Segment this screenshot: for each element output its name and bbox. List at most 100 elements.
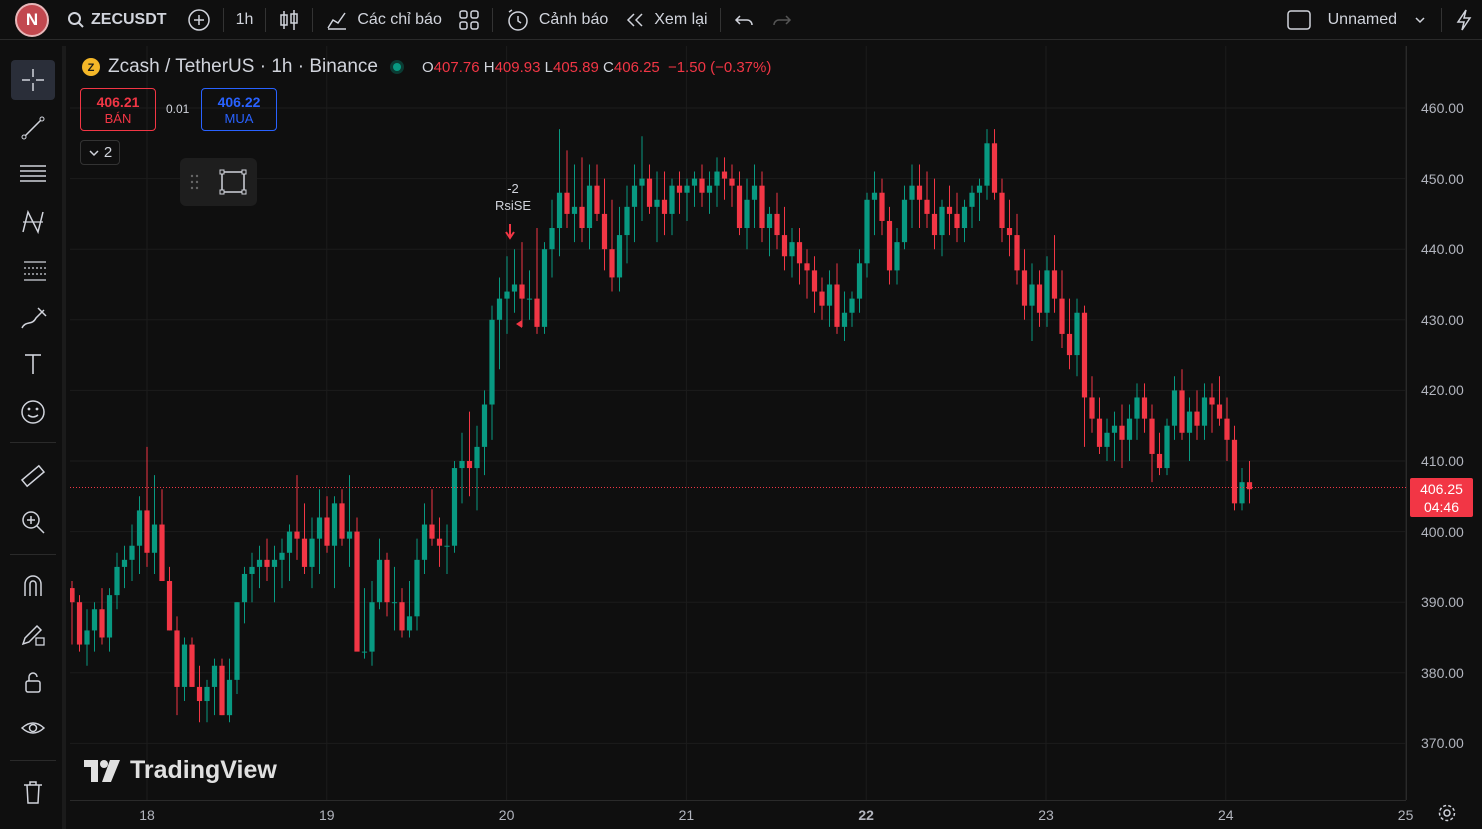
- separator: [10, 760, 56, 761]
- candle-body: [376, 559, 383, 603]
- candle-body: [684, 185, 690, 193]
- lock-drawings-pencil-tool[interactable]: [11, 614, 55, 654]
- price-tick-label: 390.00: [1421, 594, 1464, 611]
- candle-body: [204, 686, 210, 702]
- candle-body: [541, 249, 548, 327]
- signal-markers: [505, 224, 522, 328]
- candle-body: [436, 538, 443, 546]
- price-chart[interactable]: [70, 46, 1406, 800]
- candle-body: [459, 461, 465, 469]
- measure-tool[interactable]: [11, 456, 55, 496]
- fib-tool[interactable]: [11, 250, 55, 290]
- user-avatar[interactable]: N: [15, 2, 49, 37]
- sell-button[interactable]: 406.21 BÁN: [80, 88, 156, 131]
- avatar-letter: N: [25, 9, 39, 29]
- indicators-collapse-button[interactable]: 2: [80, 140, 120, 165]
- brush-icon: [21, 307, 47, 329]
- text-tool[interactable]: [11, 344, 55, 384]
- candle-body: [849, 298, 855, 313]
- candle-body: [1179, 390, 1185, 433]
- time-axis[interactable]: 18 19 20 21 22 23 24 25: [70, 800, 1413, 829]
- crosshair-tool[interactable]: [11, 60, 55, 100]
- compare-symbol-button[interactable]: [179, 0, 219, 40]
- low-label: L: [544, 58, 553, 76]
- search-icon: [68, 11, 84, 28]
- remove-drawings-tool[interactable]: [11, 772, 55, 812]
- indicators-icon: [327, 12, 347, 30]
- time-tick-label: 23: [1038, 807, 1054, 823]
- emoji-tool[interactable]: [11, 392, 55, 432]
- ruler-icon: [20, 464, 46, 488]
- candle-body: [714, 171, 720, 186]
- candle-body: [931, 213, 938, 236]
- chart-settings-button[interactable]: [1436, 802, 1458, 829]
- symbol-title[interactable]: Zcash / TetherUS · 1h · Binance: [108, 56, 378, 77]
- replay-label: Xem lại: [654, 10, 708, 28]
- alerts-button[interactable]: Cảnh báo: [497, 0, 616, 40]
- candle-body: [939, 206, 945, 236]
- redo-icon: [772, 14, 791, 25]
- separator: [312, 7, 314, 32]
- indicators-button[interactable]: Các chỉ báo: [317, 0, 450, 40]
- price-axis[interactable]: 460.00 450.00 440.00 430.00 420.00 410.00 400.…: [1406, 46, 1482, 800]
- tradingview-logo[interactable]: TradingView: [84, 756, 277, 785]
- lines-icon: [20, 165, 46, 182]
- replay-button[interactable]: Xem lại: [616, 0, 715, 40]
- interval-button[interactable]: 1h: [228, 0, 262, 40]
- candle-body: [76, 602, 83, 645]
- last-price-value: 406.25: [1420, 481, 1463, 497]
- candle-body: [804, 263, 810, 271]
- chart-type-button[interactable]: [270, 0, 308, 40]
- pattern-tool[interactable]: [11, 202, 55, 242]
- candle-body: [279, 552, 285, 560]
- candle-body: [1246, 482, 1253, 490]
- candle-body: [331, 503, 338, 546]
- candle-body: [256, 559, 263, 567]
- candle-body: [1126, 418, 1133, 440]
- layout-menu[interactable]: Unnamed: [1278, 0, 1437, 40]
- quick-search-button[interactable]: [1446, 0, 1482, 40]
- candle-body: [361, 651, 368, 653]
- sell-signal-arrow: [505, 224, 515, 240]
- candle-body: [70, 588, 75, 603]
- visibility-tool[interactable]: [11, 708, 55, 748]
- symbol-search[interactable]: ZECUSDT: [59, 0, 175, 40]
- candle-body: [1029, 284, 1035, 306]
- gear-icon: [1438, 804, 1456, 822]
- buy-button[interactable]: 406.22 MUA: [201, 88, 277, 131]
- candle-body: [466, 461, 473, 469]
- lock-tool[interactable]: [11, 662, 55, 702]
- magnet-tool[interactable]: [11, 566, 55, 606]
- candle-body: [414, 559, 420, 617]
- zoom-tool[interactable]: [11, 502, 55, 542]
- brush-tool[interactable]: [11, 298, 55, 338]
- undo-icon: [734, 14, 753, 25]
- time-tick-label: 22: [858, 807, 874, 823]
- candle-body: [1089, 397, 1095, 419]
- candle-body: [961, 206, 968, 229]
- horizontal-lines-tool[interactable]: [11, 154, 55, 194]
- candle-body: [144, 510, 150, 553]
- candle-body: [841, 312, 848, 327]
- unlock-icon: [25, 672, 41, 693]
- candle-body: [211, 665, 218, 687]
- redo-button[interactable]: [763, 0, 801, 40]
- candle-body: [984, 143, 990, 186]
- rectangle-tool-icon[interactable]: [218, 167, 248, 197]
- candle-body: [534, 298, 540, 327]
- candle-body: [1134, 397, 1140, 419]
- undo-button[interactable]: [725, 0, 763, 40]
- candle-body: [819, 291, 825, 306]
- grid-icon: [459, 9, 479, 30]
- candle-body: [339, 503, 345, 539]
- candle-body: [196, 686, 203, 702]
- price-tick-label: 440.00: [1421, 241, 1464, 258]
- candle-body: [774, 213, 780, 236]
- trend-line-tool[interactable]: [11, 108, 55, 148]
- time-tick-label: 20: [498, 807, 515, 823]
- drag-handle-icon[interactable]: [190, 173, 200, 191]
- candle-body: [354, 531, 360, 652]
- templates-button[interactable]: [450, 0, 488, 40]
- candle-body: [1209, 397, 1215, 405]
- candle-body: [1074, 312, 1080, 356]
